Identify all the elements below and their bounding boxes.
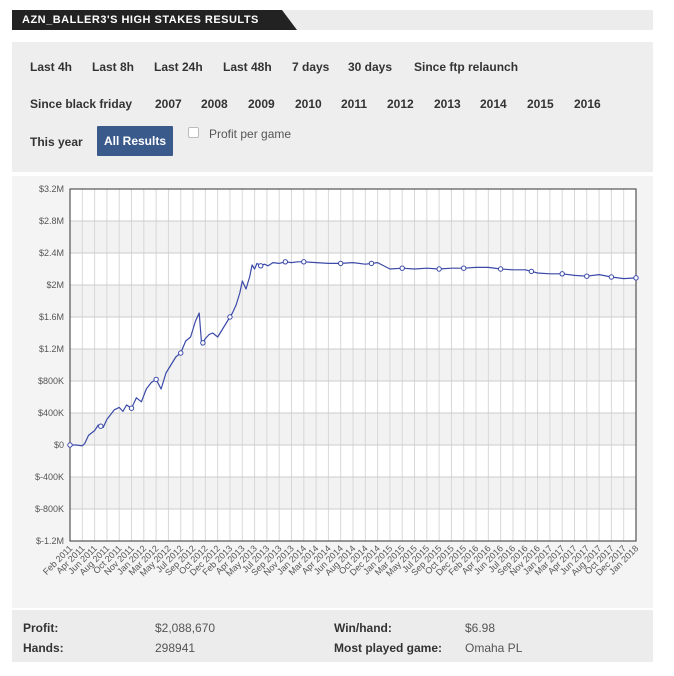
y-tick-label: $3.2M — [39, 184, 64, 194]
series-point — [436, 266, 442, 272]
y-tick-label: $-400K — [35, 472, 64, 482]
filter-2013[interactable]: 2013 — [434, 97, 461, 111]
series-point — [399, 265, 405, 271]
series-point — [497, 266, 504, 272]
y-tick-label: $0 — [54, 440, 64, 450]
profit-value: $2,088,670 — [155, 621, 216, 635]
filter-2007[interactable]: 2007 — [155, 97, 182, 111]
filter-all-results[interactable]: All Results — [97, 126, 174, 156]
title-bar: AZN_BALLER3'S HIGH STAKES RESULTS — [12, 10, 653, 30]
series-point — [227, 314, 233, 320]
series-point — [98, 423, 104, 429]
win-per-hand-label: Win/hand: — [334, 621, 392, 635]
series-point — [608, 274, 615, 280]
filter-this-year[interactable]: This year — [30, 135, 83, 149]
series-point — [368, 260, 375, 267]
filter-2016[interactable]: 2016 — [574, 97, 601, 111]
profit-per-game-label: Profit per game — [209, 127, 292, 141]
results-chart: $3.2M $2.8M $2.4M $2M $1.6M $1.2M $800K $400K $0… — [12, 176, 653, 608]
y-tick-label: $1.2M — [39, 344, 64, 354]
page-title: AZN_BALLER3'S HIGH STAKES RESULTS — [22, 14, 259, 26]
series-point — [282, 259, 289, 265]
stats-panel: Profit: $2,088,670 Hands: 298941 Win/han… — [12, 610, 653, 662]
y-tick-label: $2M — [46, 280, 64, 290]
series-point — [337, 260, 344, 267]
filter-2010[interactable]: 2010 — [295, 97, 322, 111]
title-tab — [12, 10, 297, 30]
y-tick-label: $1.6M — [39, 312, 64, 322]
filter-7-days[interactable]: 7 days — [292, 60, 330, 74]
profit-label: Profit: — [23, 621, 59, 635]
y-tick-label: $2.8M — [39, 216, 64, 226]
series-point — [461, 265, 467, 271]
series-point — [153, 376, 159, 383]
profit-per-game-checkbox[interactable] — [188, 127, 199, 138]
y-tick-label: $-800K — [35, 504, 64, 514]
filter-30-days[interactable]: 30 days — [348, 60, 393, 74]
filter-2012[interactable]: 2012 — [387, 97, 414, 111]
most-played-label: Most played game: — [334, 641, 443, 655]
series-point — [633, 275, 639, 281]
series-point — [528, 268, 535, 275]
filter-2008[interactable]: 2008 — [201, 97, 228, 111]
filter-last-8h[interactable]: Last 8h — [92, 60, 135, 74]
filter-2009[interactable]: 2009 — [248, 97, 275, 111]
series-point — [178, 350, 184, 356]
y-tick-label: $-1.2M — [36, 536, 64, 546]
filter-since-ftp-relaunch[interactable]: Since ftp relaunch — [414, 60, 519, 74]
series-point — [67, 442, 73, 448]
y-tick-label: $2.4M — [39, 248, 64, 258]
filter-since-black-friday[interactable]: Since black friday — [30, 97, 133, 111]
plot-border — [69, 188, 637, 542]
series-point — [258, 263, 264, 269]
filter-2014[interactable]: 2014 — [480, 97, 507, 111]
filter-last-4h[interactable]: Last 4h — [30, 60, 73, 74]
series-point — [584, 273, 590, 279]
filter-2015[interactable]: 2015 — [527, 97, 554, 111]
series-line — [70, 261, 637, 447]
series-point — [559, 271, 565, 277]
series-point — [128, 405, 135, 411]
results-chart-svg: $3.2M $2.8M $2.4M $2M $1.6M $1.2M $800K $400K $0… — [35, 184, 640, 578]
y-tick-label: $800K — [38, 376, 64, 386]
filter-last-48h[interactable]: Last 48h — [223, 60, 272, 74]
filter-2011[interactable]: 2011 — [341, 97, 368, 111]
filter-panel: Last 4h Last 8h Last 24h Last 48h 7 days… — [12, 42, 653, 172]
y-tick-label: $400K — [38, 408, 64, 418]
win-per-hand-value: $6.98 — [465, 621, 496, 635]
series-point — [301, 259, 307, 265]
series-point — [200, 340, 206, 346]
hands-value: 298941 — [155, 641, 196, 655]
hands-label: Hands: — [23, 641, 64, 655]
most-played-value: Omaha PL — [465, 641, 523, 655]
filter-last-24h[interactable]: Last 24h — [154, 60, 203, 74]
